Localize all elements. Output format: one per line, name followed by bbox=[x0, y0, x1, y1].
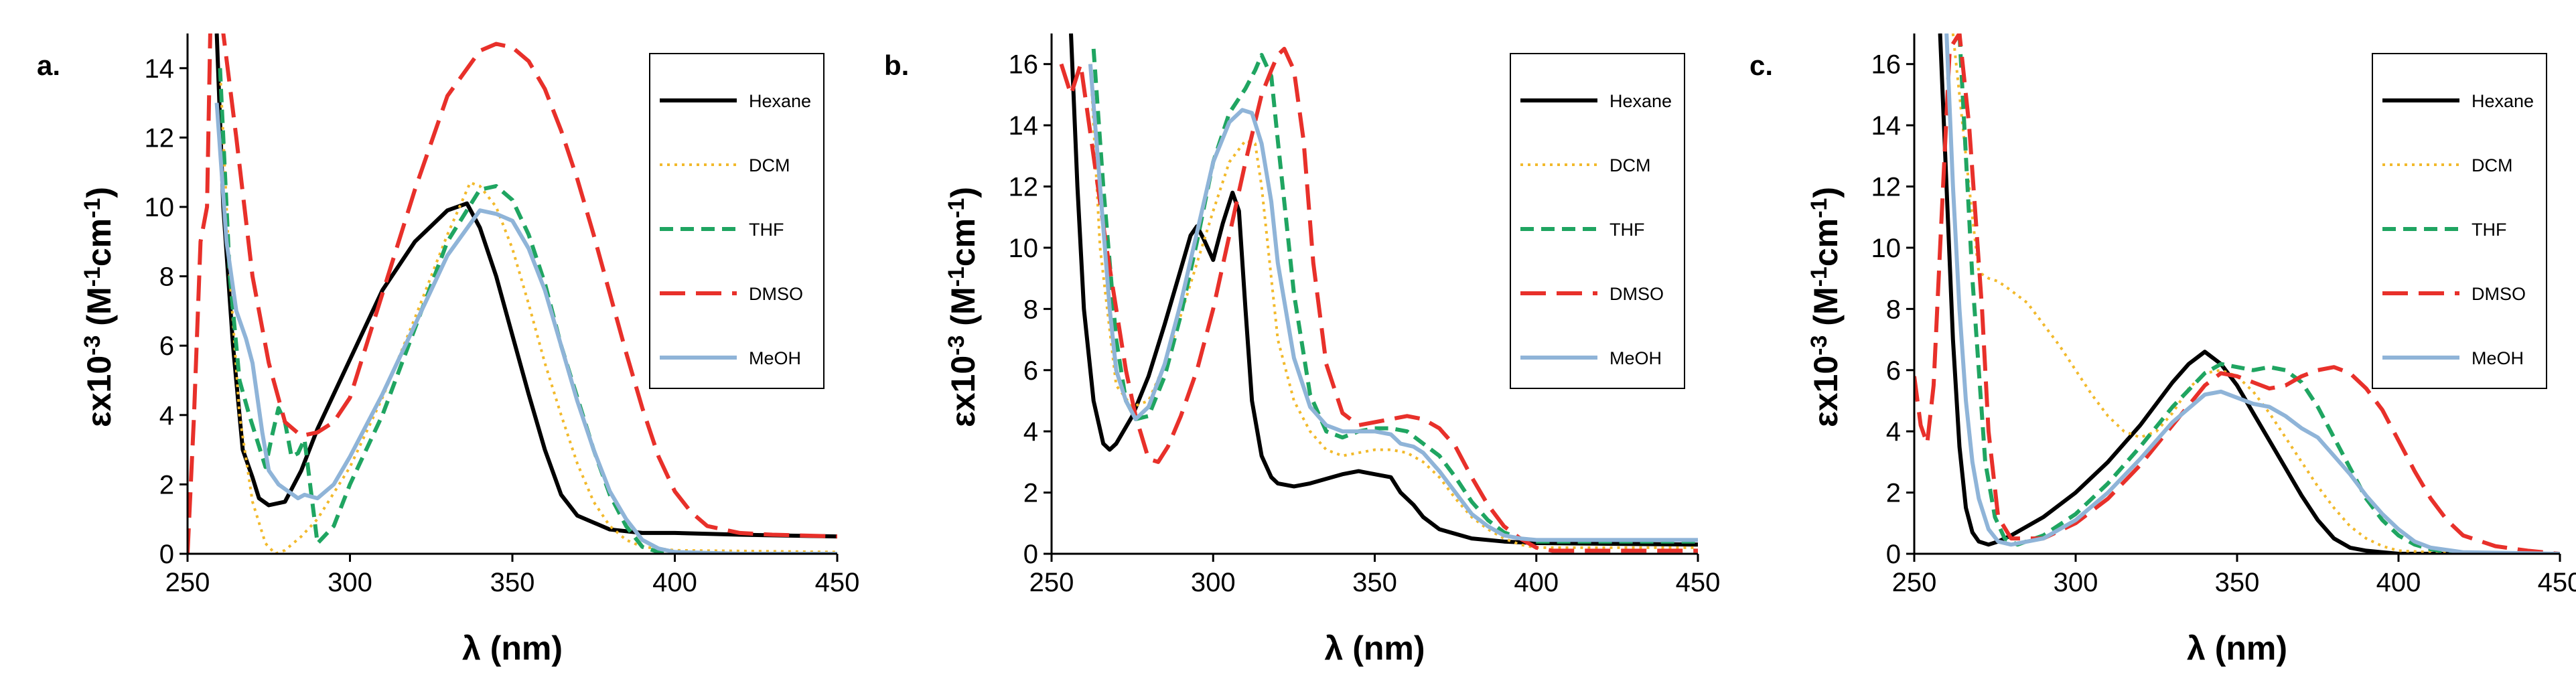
legend-label-dmso: DMSO bbox=[2472, 284, 2526, 304]
y-tick-label: 8 bbox=[159, 262, 174, 292]
legend-label-meoh: MeOH bbox=[1609, 348, 1662, 368]
x-tick-label: 300 bbox=[328, 568, 372, 597]
x-axis-title: λ (nm) bbox=[2187, 629, 2287, 667]
series-line-thf bbox=[1091, 48, 1698, 544]
panel-label: a. bbox=[37, 50, 60, 81]
series-line-dcm bbox=[1088, 64, 1698, 549]
legend-label-dmso: DMSO bbox=[749, 284, 803, 304]
y-tick-label: 14 bbox=[145, 54, 175, 84]
y-tick-label: 0 bbox=[1886, 540, 1901, 569]
y-tick-label: 4 bbox=[1886, 417, 1901, 447]
y-axis-title: εx10-3 (M-1cm-1) bbox=[944, 187, 982, 427]
y-axis-title: εx10-3 (M-1cm-1) bbox=[1806, 187, 1845, 427]
y-tick-label: 16 bbox=[1871, 50, 1902, 80]
y-tick-label: 8 bbox=[1886, 295, 1901, 324]
x-axis-title: λ (nm) bbox=[1325, 629, 1425, 667]
y-tick-label: 14 bbox=[1009, 111, 1039, 141]
x-tick-label: 400 bbox=[652, 568, 697, 597]
y-tick-label: 6 bbox=[1023, 356, 1038, 386]
series-line-hexane bbox=[214, 33, 837, 539]
y-tick-label: 12 bbox=[145, 123, 175, 153]
y-tick-label: 4 bbox=[159, 401, 174, 431]
series-line-meoh bbox=[1088, 64, 1698, 542]
legend-label-thf: THF bbox=[1609, 220, 1644, 240]
series-line-dmso bbox=[1059, 46, 1698, 553]
y-tick-label: 16 bbox=[1009, 50, 1039, 80]
x-tick-label: 400 bbox=[1514, 568, 1559, 597]
panel-label: c. bbox=[1749, 50, 1773, 81]
y-tick-label: 0 bbox=[1023, 540, 1038, 569]
x-tick-label: 350 bbox=[490, 568, 535, 597]
legend-box bbox=[649, 53, 825, 389]
series-line-hexane bbox=[1938, 33, 2560, 554]
x-tick-label: 400 bbox=[2376, 568, 2421, 597]
series-line-dcm bbox=[1951, 33, 2560, 554]
y-tick-label: 0 bbox=[159, 540, 174, 569]
legend: Hexane DCM THF DMSO MeOH bbox=[1510, 53, 1685, 389]
y-tick-label: 12 bbox=[1871, 173, 1902, 202]
x-tick-label: 450 bbox=[1676, 568, 1721, 597]
y-axis-title: εx10-3 (M-1cm-1) bbox=[80, 187, 118, 427]
y-tick-label: 14 bbox=[1871, 111, 1902, 141]
x-tick-label: 350 bbox=[1352, 568, 1397, 597]
x-tick-label: 300 bbox=[2054, 568, 2098, 597]
legend-label-hexane: Hexane bbox=[1609, 91, 1672, 111]
y-tick-label: 12 bbox=[1009, 173, 1039, 202]
series-line-hexane bbox=[1069, 33, 1698, 547]
y-tick-label: 6 bbox=[1886, 356, 1901, 386]
series-line-dmso bbox=[188, 33, 837, 554]
legend: Hexane DCM THF DMSO MeOH bbox=[649, 53, 825, 389]
legend-label-dcm: DCM bbox=[749, 155, 790, 175]
y-tick-label: 2 bbox=[1023, 479, 1038, 508]
y-tick-label: 4 bbox=[1023, 417, 1038, 447]
y-tick-label: 2 bbox=[1886, 479, 1901, 508]
legend-label-thf: THF bbox=[749, 220, 784, 240]
x-tick-label: 250 bbox=[1892, 568, 1937, 597]
legend-label-dcm: DCM bbox=[2472, 155, 2513, 175]
y-tick-label: 10 bbox=[1871, 234, 1902, 263]
y-tick-label: 6 bbox=[159, 331, 174, 361]
x-tick-label: 450 bbox=[2538, 568, 2576, 597]
x-tick-label: 300 bbox=[1191, 568, 1236, 597]
legend-label-thf: THF bbox=[2472, 220, 2506, 240]
y-tick-label: 8 bbox=[1023, 295, 1038, 324]
series-line-meoh bbox=[1944, 33, 2560, 554]
legend-box bbox=[1510, 53, 1685, 389]
legend-label-hexane: Hexane bbox=[2472, 91, 2534, 111]
x-tick-label: 250 bbox=[165, 568, 210, 597]
series-line-dmso bbox=[1914, 33, 2560, 554]
legend-box bbox=[2372, 53, 2547, 389]
chart-panel-a: 0 2 4 6 8 10 12 14 250 300 350 400 450 λ (nm) εx10-3 (… bbox=[37, 33, 860, 667]
series-line-meoh bbox=[214, 102, 837, 554]
x-tick-label: 250 bbox=[1029, 568, 1074, 597]
y-tick-label: 2 bbox=[159, 470, 174, 500]
legend-label-meoh: MeOH bbox=[2472, 348, 2524, 368]
legend-label-meoh: MeOH bbox=[749, 348, 801, 368]
legend-label-hexane: Hexane bbox=[749, 91, 811, 111]
legend-label-dcm: DCM bbox=[1609, 155, 1651, 175]
legend: Hexane DCM THF DMSO MeOH bbox=[2372, 53, 2547, 389]
chart-panel-b: 0 2 4 6 8 10 12 14 16 250 300 350 400 450 λ (nm) εx10-3… bbox=[884, 33, 1720, 667]
x-axis-title: λ (nm) bbox=[462, 629, 563, 667]
x-tick-label: 350 bbox=[2215, 568, 2260, 597]
legend-label-dmso: DMSO bbox=[1609, 284, 1664, 304]
series-line-thf bbox=[1957, 33, 2560, 554]
x-tick-label: 450 bbox=[815, 568, 860, 597]
y-tick-label: 10 bbox=[145, 193, 175, 222]
chart-panel-c: 0 2 4 6 8 10 12 14 16 250 300 350 400 450 λ (nm) εx10-3… bbox=[1749, 33, 2576, 667]
panel-label: b. bbox=[884, 50, 909, 81]
y-tick-label: 10 bbox=[1009, 234, 1039, 263]
